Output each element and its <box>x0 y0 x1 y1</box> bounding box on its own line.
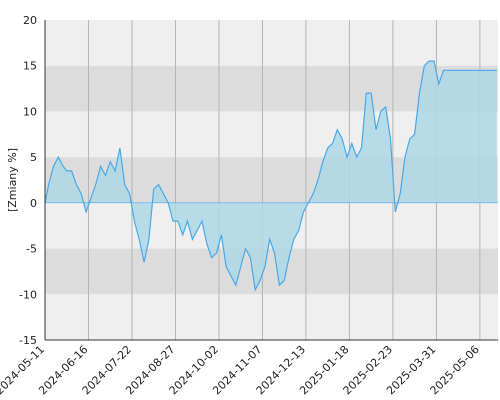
y-tick-label: -15 <box>19 334 37 347</box>
series-fill <box>45 61 497 290</box>
y-tick-label: 5 <box>30 151 37 164</box>
y-tick-label: 15 <box>23 60 37 73</box>
x-tick-labels: 2024-05-112024-06-162024-07-222024-08-27… <box>0 343 482 397</box>
y-tick-label: -10 <box>19 288 37 301</box>
y-tick-label: 0 <box>30 197 37 210</box>
y-axis-title: [Zmiany %] <box>6 148 19 212</box>
y-tick-label: 10 <box>23 105 37 118</box>
series-line <box>44 60 497 292</box>
axes <box>44 20 498 341</box>
y-tick-label: 20 <box>23 14 37 27</box>
series-area <box>44 60 498 292</box>
y-tick-labels: -15 -10 -5 0 5 10 15 20 <box>19 14 37 347</box>
y-tick-label: -5 <box>26 243 37 256</box>
background-band <box>45 248 498 295</box>
background-band <box>45 20 498 66</box>
background-band <box>45 294 498 340</box>
